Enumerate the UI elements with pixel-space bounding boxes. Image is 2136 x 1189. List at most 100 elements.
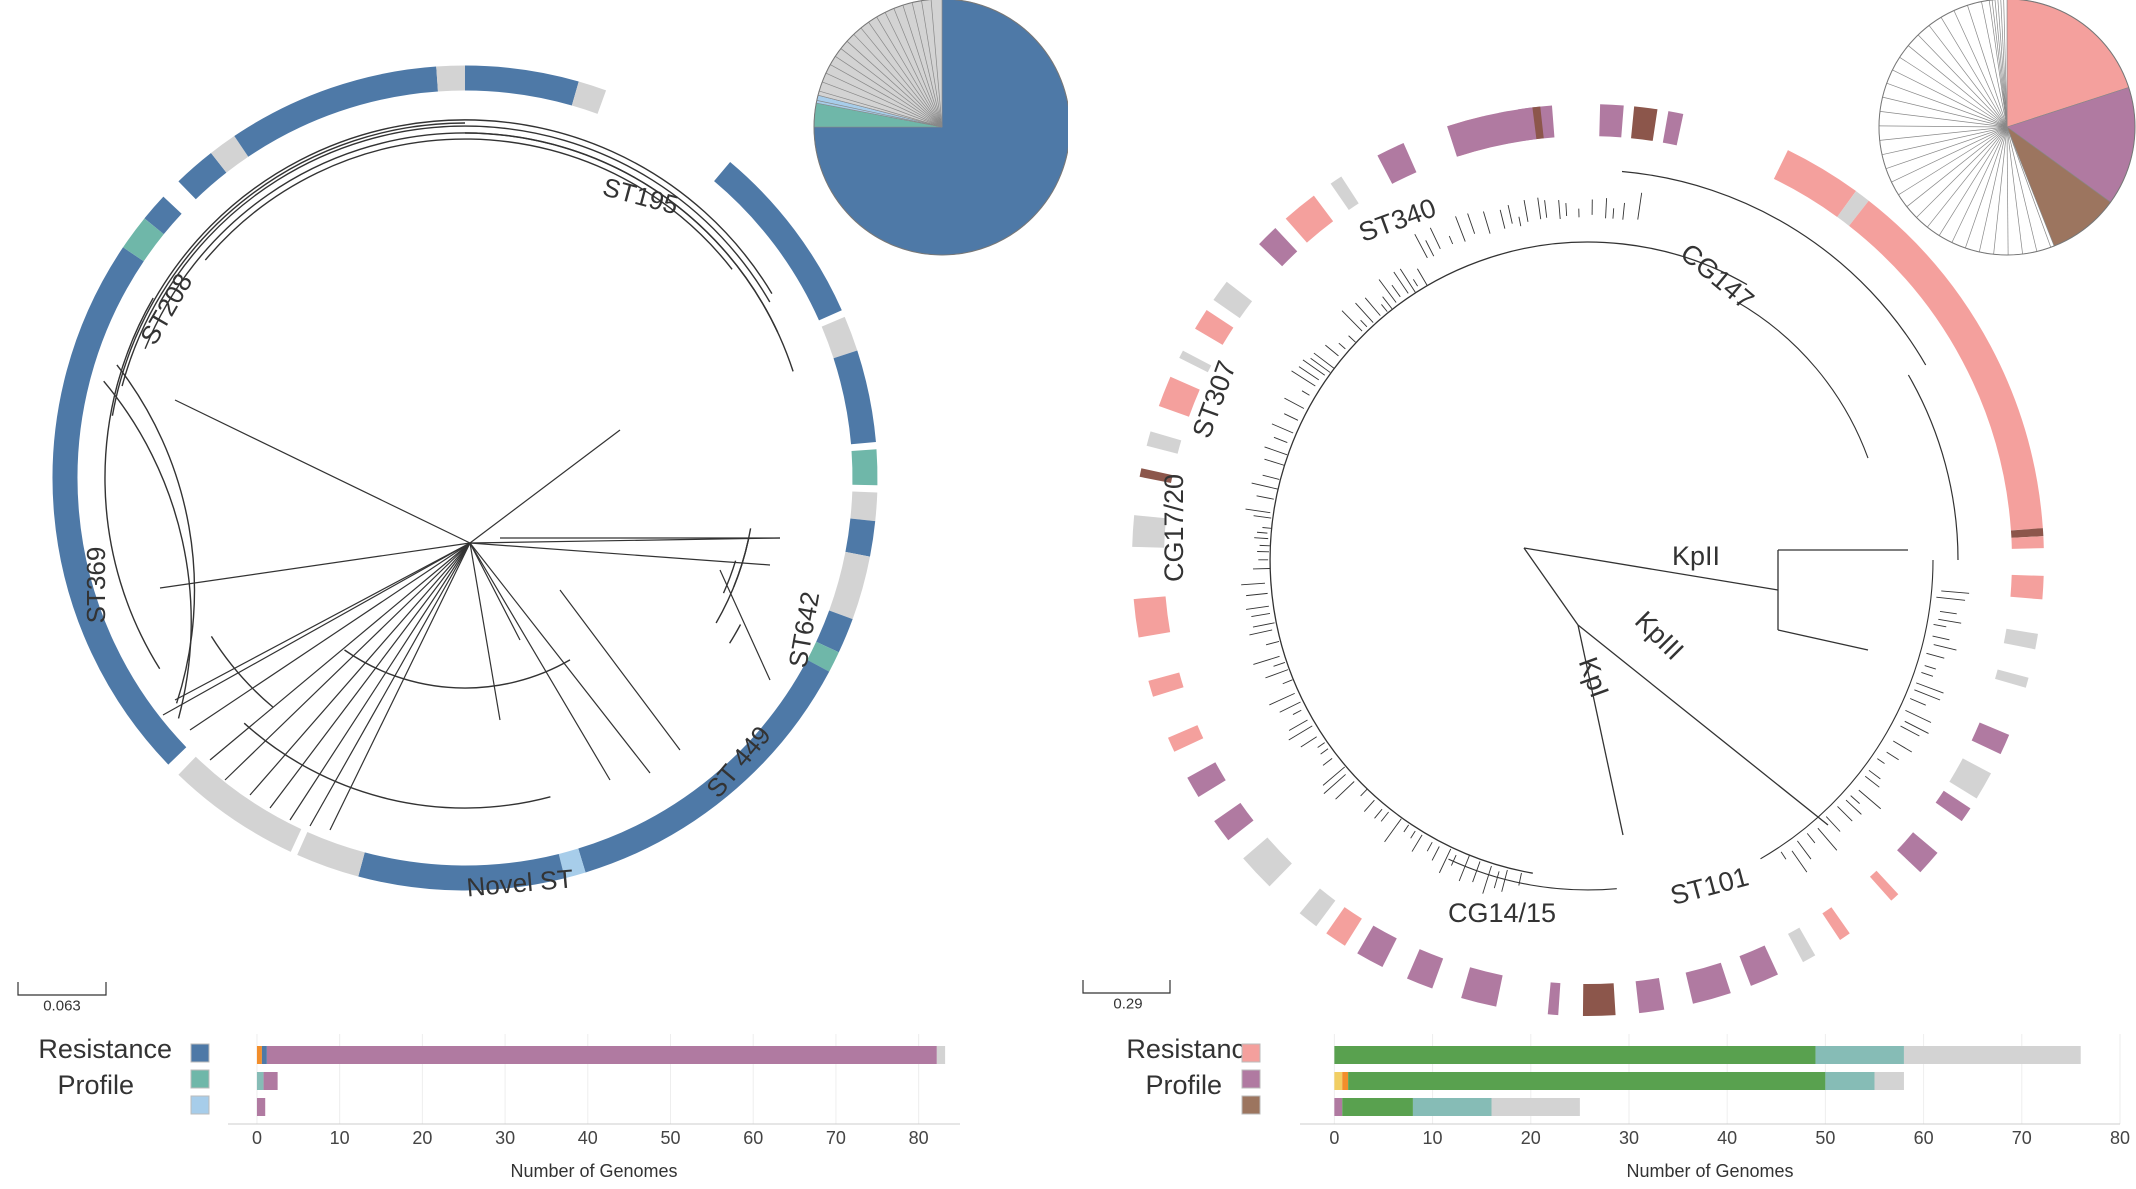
ring-segment — [1148, 672, 1184, 697]
tree-branch-arc — [1907, 374, 1959, 561]
tree-tip — [1467, 213, 1476, 234]
ring-segment — [1849, 200, 2043, 531]
ring-segment — [1158, 376, 1200, 417]
ring-segment — [1299, 888, 1336, 927]
ring-segment — [1447, 107, 1537, 157]
right-pie-wedge-line — [1994, 0, 2008, 128]
tree-tip — [1245, 508, 1271, 514]
right-pie-wedge-line — [1953, 10, 2008, 128]
tree-tip — [1612, 208, 1615, 219]
ring-segment — [578, 659, 830, 873]
clade-label: CG14/15 — [1448, 898, 1556, 928]
clade-label: ST369 — [81, 547, 111, 624]
tree-branch-arc — [144, 132, 779, 350]
tree-tip — [1501, 869, 1508, 892]
tree-tip — [1284, 397, 1305, 409]
ring-segment — [1133, 596, 1171, 638]
tree-branch-arc — [204, 138, 733, 270]
clade-label: ST208 — [134, 268, 198, 349]
right-resistance-ring — [1132, 104, 2044, 1017]
tree-tip — [1493, 871, 1500, 889]
tree-tip — [1348, 335, 1356, 343]
tree-tip — [1262, 474, 1280, 480]
clade-label: ST195 — [600, 172, 682, 221]
right-pie-wedge-line — [1940, 17, 2008, 128]
tree-tip — [1924, 665, 1936, 670]
tree-branch — [329, 542, 471, 831]
ring-segment — [845, 518, 876, 557]
bar-segment — [1334, 1098, 1343, 1116]
tree-tip — [1253, 515, 1272, 519]
ring-segment — [123, 218, 164, 262]
tree-tip — [1378, 279, 1397, 303]
tree-branch — [469, 542, 521, 641]
right-tree-panel: ST340 CG147 ST307 CG17/20 KpII KpIII KpI ST101 C… — [1068, 0, 2136, 1189]
right-pie-wedge-line — [1879, 111, 2008, 128]
ring-segment — [1547, 982, 1561, 1016]
tree-branch-arc — [103, 380, 192, 719]
tree-branch-arc — [1621, 170, 1927, 366]
bar-segment — [256, 1098, 266, 1116]
tree-tip — [1399, 268, 1416, 293]
tree-tip — [1916, 682, 1944, 694]
ring-segment — [1377, 142, 1417, 184]
tree-branch — [224, 542, 471, 781]
tree-branch — [559, 589, 681, 751]
tree-tip — [1246, 592, 1268, 597]
right-pie-wedge-line — [2006, 126, 2038, 252]
ring-segment — [178, 756, 302, 852]
tree-tip — [1254, 537, 1269, 540]
tree-tip — [1932, 635, 1950, 641]
ring-segment — [571, 81, 607, 114]
x-tick-label: 30 — [495, 1128, 515, 1148]
tree-branch-arc — [121, 122, 466, 387]
tree-tip — [1429, 227, 1441, 250]
bar-segment — [1815, 1046, 1904, 1064]
right-pie-wedge-line — [2003, 0, 2008, 128]
tree-tip — [1403, 824, 1410, 833]
legend-swatch — [190, 1069, 210, 1089]
tree-branch — [249, 542, 471, 796]
x-tick-label: 20 — [412, 1128, 432, 1148]
ring-segment — [816, 610, 853, 653]
ring-segment — [2010, 528, 2044, 538]
tree-branch — [469, 537, 781, 544]
tree-tip — [1893, 740, 1912, 753]
tree-tip — [1393, 271, 1409, 294]
ring-segment — [1685, 962, 1731, 1004]
tree-tip — [1637, 192, 1643, 220]
bar-segment — [263, 1072, 278, 1090]
tree-tip — [1414, 234, 1428, 259]
tree-tip — [1926, 652, 1945, 659]
left-pie-wedge-line — [860, 27, 943, 128]
x-tick-label: 40 — [1717, 1128, 1737, 1148]
tree-branch — [309, 542, 471, 827]
x-axis-label: Number of Genomes — [1626, 1161, 1793, 1181]
tree-tip — [1900, 725, 1920, 737]
ring-segment — [1330, 176, 1359, 210]
tree-tip — [1518, 872, 1522, 886]
tree-tip — [1391, 284, 1401, 298]
tree-tip — [1941, 590, 1970, 594]
scale-bar-line — [1082, 980, 1171, 994]
right-pie-wedge-line — [1951, 126, 2008, 243]
ring-segment — [1461, 967, 1503, 1007]
tree-tip — [1384, 818, 1402, 843]
tree-tip — [1374, 808, 1383, 819]
tree-tip — [1249, 629, 1273, 636]
tree-branch-arc — [1760, 559, 1934, 860]
tree-tip — [1301, 390, 1310, 396]
tree-tip — [1313, 352, 1335, 369]
tree-tip — [1291, 370, 1316, 387]
tree-tip — [1273, 662, 1286, 667]
tree-tip — [1410, 830, 1416, 839]
tree-tip — [1253, 655, 1280, 665]
left-pie-wedge-line — [902, 5, 943, 128]
tree-branch — [289, 542, 471, 821]
tree-branch-arc — [729, 624, 742, 644]
tree-tip — [1273, 436, 1288, 443]
x-tick-label: 10 — [1423, 1128, 1443, 1148]
left-pie-wedge-line — [825, 72, 943, 128]
tree-tip — [1380, 811, 1389, 822]
tree-branch — [1577, 624, 1624, 836]
